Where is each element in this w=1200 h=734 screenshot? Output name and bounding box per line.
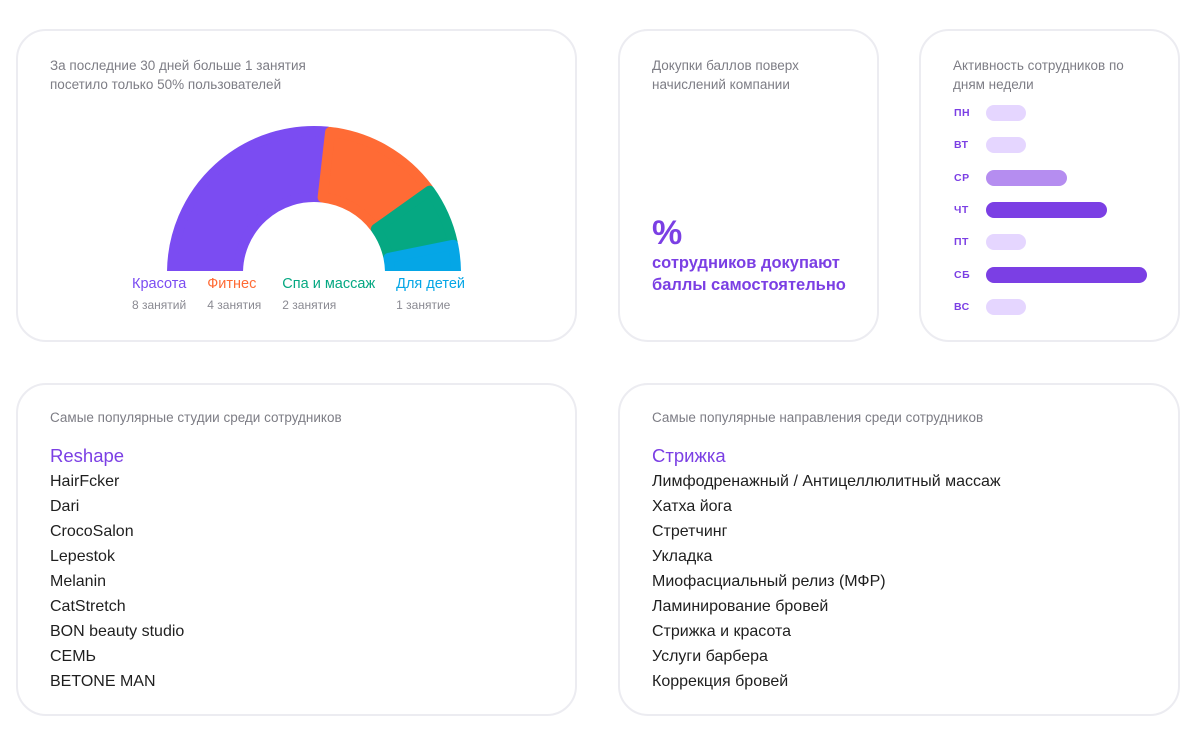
direction-list-item: Стрижка — [652, 445, 726, 466]
weekday-label: ВС — [954, 300, 970, 313]
studio-list-item: CatStretch — [50, 598, 126, 615]
legend-count: 2 занятия — [282, 298, 337, 312]
studios-card: Самые популярные студии среди сотруднико… — [16, 383, 577, 716]
direction-list-item: Услуги барбера — [652, 648, 768, 665]
direction-list-item: Укладка — [652, 548, 713, 565]
gauge-segment-beauty — [167, 126, 333, 271]
directions-card: Самые популярные направления среди сотру… — [618, 383, 1180, 716]
topup-percent-value: % — [652, 214, 683, 252]
chart-legend: Красота 8 занятий Фитнес 4 занятия Спа и… — [132, 275, 486, 313]
directions-list: Стрижка Лимфодренажный / Антицеллюлитный … — [652, 443, 1001, 694]
weekday-row: ВС — [954, 298, 1147, 316]
studio-list-item: Dari — [50, 498, 80, 515]
direction-list-item: Стрижка и красота — [652, 623, 792, 640]
direction-list-item: Стретчинг — [652, 523, 728, 540]
studio-list-item: Melanin — [50, 573, 107, 590]
legend-name: Фитнес — [207, 276, 257, 292]
legend-item-fitness: Фитнес 4 занятия — [207, 275, 261, 313]
studios-list: Reshape HairFcker Dari CrocoSalon Lepestok Me… — [50, 443, 184, 694]
weekday-label: СБ — [954, 268, 971, 281]
weekday-row: СБ — [954, 266, 1147, 284]
direction-list-item: Миофасциальный релиз (МФР) — [652, 573, 886, 590]
legend-item-spa: Спа и массаж 2 занятия — [282, 275, 375, 313]
weekday-bar — [986, 234, 1027, 251]
sessions-card: За последние 30 дней больше 1 занятия по… — [16, 29, 577, 342]
category-gauge-chart — [167, 126, 461, 271]
directions-card-title: Самые популярные направления среди сотру… — [652, 410, 984, 425]
topup-card: Докупки баллов поверх начислений компани… — [618, 29, 879, 342]
legend-count: 1 занятие — [396, 298, 451, 312]
weekday-label: ПН — [954, 107, 971, 119]
studio-list-item: HairFcker — [50, 473, 120, 490]
weekday-label: ЧТ — [954, 203, 969, 216]
legend-name: Спа и массаж — [282, 276, 376, 292]
direction-list-item: Ламинирование бровей — [652, 598, 829, 615]
activity-card-title: Активность сотрудников по дням недели — [953, 58, 1124, 92]
legend-count: 8 занятий — [132, 298, 187, 312]
gauge-segment-kids — [383, 239, 461, 271]
weekday-row: ВТ — [954, 136, 1147, 154]
weekday-row: ЧТ — [954, 201, 1147, 219]
weekday-row: ПН — [954, 104, 1147, 122]
legend-name: Красота — [132, 276, 187, 292]
studio-list-item: BETONE MAN — [50, 673, 156, 690]
weekday-label: ВТ — [954, 139, 969, 152]
sessions-card-title: За последние 30 дней больше 1 занятия по… — [50, 58, 306, 92]
topup-card-title: Докупки баллов поверх начислений компани… — [652, 58, 799, 92]
weekday-label: СР — [954, 171, 970, 184]
studio-list-item: Lepestok — [50, 548, 115, 565]
studios-card-title: Самые популярные студии среди сотруднико… — [50, 410, 342, 425]
studio-list-item: СЕМЬ — [50, 648, 97, 665]
studio-list-item: CrocoSalon — [50, 523, 134, 540]
legend-item-kids: Для детей 1 занятие — [396, 275, 465, 313]
direction-list-item: Коррекция бровей — [652, 673, 789, 690]
direction-list-item: Лимфодренажный / Антицеллюлитный массаж — [652, 473, 1001, 490]
studio-list-item: Reshape — [50, 445, 125, 466]
activity-card: Активность сотрудников по дням недели ПН… — [919, 29, 1180, 342]
weekday-bar — [986, 266, 1147, 283]
weekday-bar — [986, 298, 1027, 315]
weekday-bar — [986, 137, 1027, 154]
weekday-row: ПТ — [954, 233, 1147, 251]
direction-list-item: Хатха йога — [652, 498, 732, 515]
legend-name: Для детей — [396, 276, 465, 292]
topup-caption: сотрудников докупают баллы самостоятельн… — [652, 254, 846, 294]
weekday-label: ПТ — [954, 236, 969, 249]
legend-count: 4 занятия — [207, 298, 262, 312]
weekday-row: СР — [954, 169, 1147, 187]
weekday-bar — [986, 201, 1107, 218]
legend-item-beauty: Красота 8 занятий — [132, 275, 186, 313]
weekday-bar — [986, 105, 1027, 121]
studio-list-item: BON beauty studio — [50, 623, 185, 640]
weekday-bar — [986, 169, 1067, 186]
